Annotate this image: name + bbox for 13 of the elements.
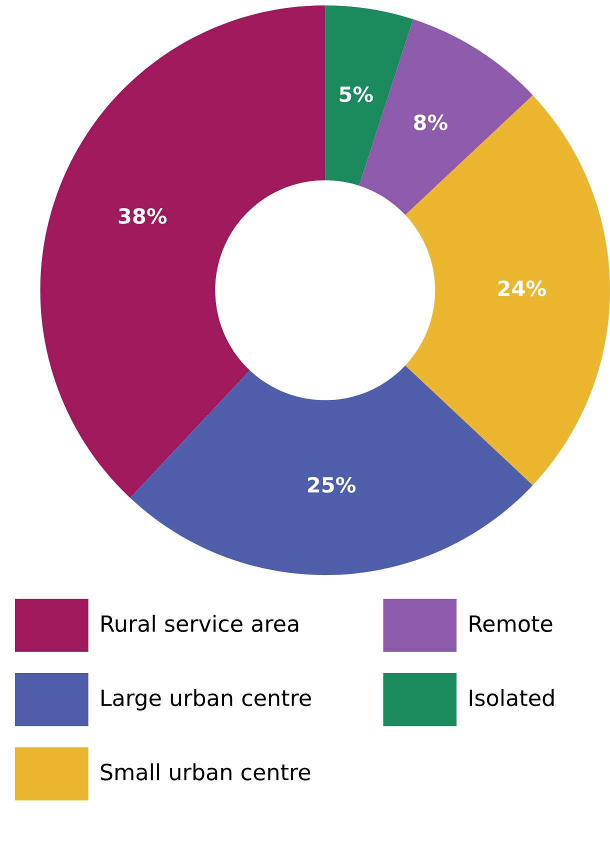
data-label: 5% <box>340 86 373 102</box>
legend-label: Small urban centre <box>100 763 310 780</box>
legend-label: Isolated <box>470 689 554 706</box>
legend-label: Large urban centre <box>102 689 311 711</box>
data-label: 25% <box>308 476 356 493</box>
donut-slice <box>405 95 610 486</box>
legend-label: Rural service area <box>102 614 298 632</box>
data-label: 24% <box>498 280 546 296</box>
donut-slice <box>325 5 414 186</box>
donut-slice <box>130 365 533 575</box>
legend-label: Remote <box>470 616 552 632</box>
data-label: 8% <box>414 114 448 130</box>
data-label: 38% <box>118 208 167 224</box>
